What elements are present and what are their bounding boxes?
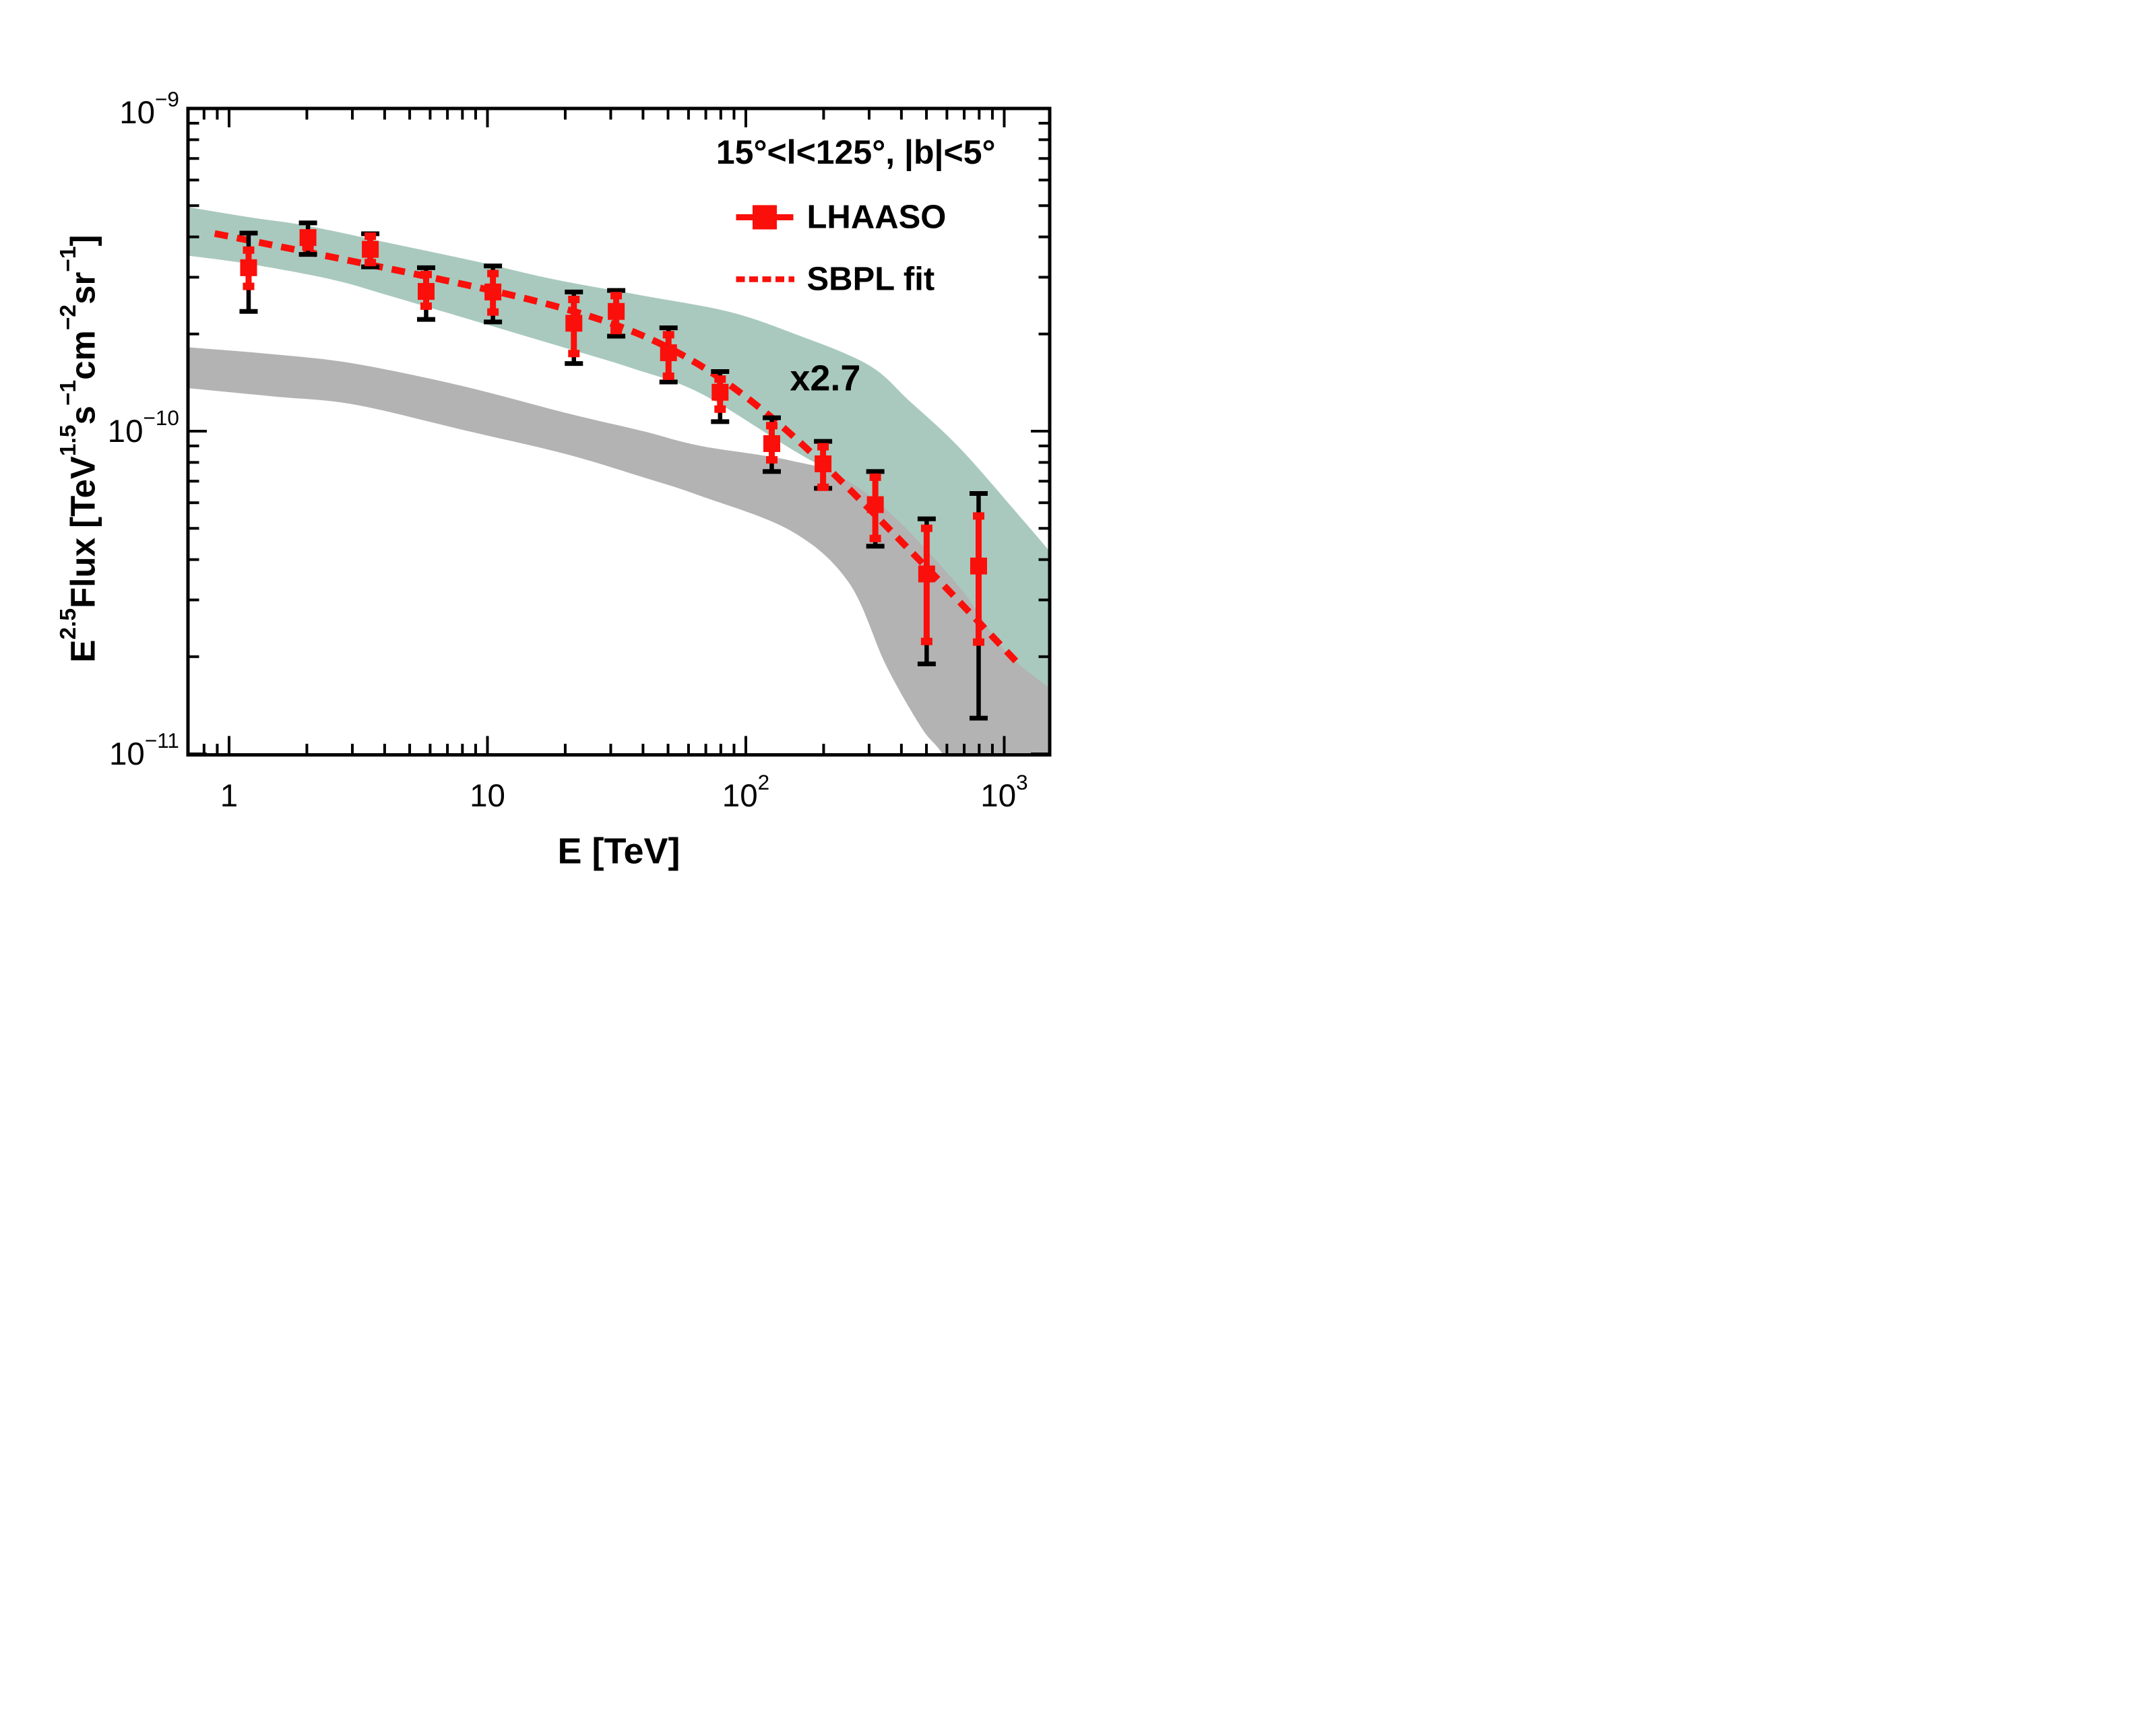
- stat-error-cap-bottom: [487, 308, 499, 316]
- square-marker: [608, 302, 625, 320]
- stat-error-cap-bottom: [973, 638, 985, 646]
- x-tick-label: 10: [470, 778, 505, 814]
- stat-error-cap-bottom: [610, 327, 623, 335]
- legend: LHAASO SBPL fit: [736, 199, 947, 298]
- stat-error-cap-top: [662, 331, 674, 339]
- scale-annotation: x2.7: [790, 358, 860, 398]
- tick-labels: 10−9 10−10 10−11 1 10 102 103: [108, 87, 1028, 813]
- stat-error-cap-bottom: [869, 534, 881, 542]
- data-point: [762, 415, 781, 474]
- legend-square-marker: [753, 205, 777, 230]
- data-point: [711, 369, 730, 424]
- spectrum-chart: 10−9 10−10 10−11 1 10 102 103 E [TeV] E2.5 …: [27, 11, 1105, 874]
- data-point: [970, 491, 988, 721]
- stat-error-cap-bottom: [817, 483, 829, 491]
- stat-error-cap-bottom: [662, 372, 674, 380]
- square-marker: [815, 455, 832, 473]
- square-marker: [763, 435, 780, 452]
- stat-error-cap-top: [487, 269, 499, 278]
- data-point: [298, 220, 317, 257]
- data-point: [416, 265, 435, 322]
- axes: [186, 106, 1052, 757]
- stat-error-cap-top: [364, 232, 377, 241]
- model-band-region: [188, 347, 1050, 755]
- data-point: [866, 469, 885, 549]
- data-point: [917, 516, 936, 666]
- data-point: [361, 231, 380, 269]
- stat-error-cap-bottom: [243, 282, 255, 290]
- stat-error-cap-bottom: [420, 302, 432, 310]
- square-marker: [970, 557, 988, 575]
- y-tick-label: 10−11: [109, 728, 179, 771]
- stat-error-cap-top: [420, 270, 432, 278]
- legend-label-lhaaso: LHAASO: [807, 199, 947, 236]
- square-marker: [660, 344, 677, 362]
- y-tick-label: 10−10: [108, 406, 179, 449]
- stat-error-cap-bottom: [568, 350, 580, 358]
- y-tick-label: 10−9: [119, 87, 179, 130]
- data-point: [814, 439, 833, 491]
- data-point: [239, 230, 258, 314]
- x-tick-label: 103: [980, 770, 1027, 813]
- square-marker: [866, 496, 884, 513]
- y-axis-title: E2.5 Flux [TeV1.5 s−1 cm−2 sr−1 ]: [56, 234, 102, 662]
- data-point: [484, 263, 503, 325]
- data-point: [607, 288, 626, 339]
- x-tick-label: 1: [220, 778, 238, 814]
- square-marker: [417, 283, 435, 300]
- stat-error-cap-top: [920, 524, 932, 532]
- stat-error-cap-bottom: [714, 405, 726, 413]
- stat-error-cap-top: [714, 375, 726, 383]
- region-annotation: 15°<l<125°, |b|<5°: [716, 133, 996, 172]
- stat-error-cap-top: [973, 512, 985, 520]
- square-marker: [362, 241, 379, 258]
- square-marker: [711, 383, 729, 401]
- stat-error-cap-top: [765, 422, 778, 430]
- plot-area: [188, 207, 1050, 755]
- data-series-lhaaso: [239, 220, 988, 721]
- square-marker: [918, 565, 935, 583]
- stat-error-cap-bottom: [364, 259, 377, 267]
- stat-error-cap-bottom: [920, 637, 932, 645]
- legend-label-sbpl: SBPL fit: [807, 261, 935, 298]
- square-marker: [484, 283, 502, 300]
- x-axis-title: E [TeV]: [557, 831, 680, 872]
- stat-error-cap-top: [610, 292, 623, 300]
- chart-canvas: 10−9 10−10 10−11 1 10 102 103 E [TeV] E2.5 …: [27, 11, 1105, 874]
- stat-error-cap-bottom: [765, 456, 778, 464]
- x-tick-label: 102: [722, 770, 769, 813]
- stat-error-cap-top: [869, 473, 881, 481]
- data-point: [659, 325, 678, 385]
- stat-error-cap-bottom: [302, 243, 314, 251]
- square-marker: [299, 229, 317, 247]
- axis-titles: E [TeV] E2.5 Flux [TeV1.5 s−1 cm−2 sr−1 ]: [56, 234, 680, 871]
- data-point: [565, 289, 583, 366]
- square-marker: [240, 259, 257, 276]
- stat-error-cap-top: [817, 443, 829, 451]
- stat-error-cap-top: [568, 295, 580, 303]
- stat-error-cap-top: [243, 246, 255, 254]
- square-marker: [565, 315, 583, 332]
